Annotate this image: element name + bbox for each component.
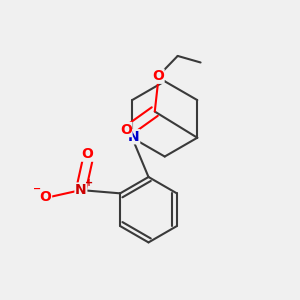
- Text: O: O: [120, 123, 132, 136]
- Text: O: O: [40, 190, 52, 204]
- Text: −: −: [33, 183, 41, 194]
- Text: O: O: [152, 69, 164, 83]
- Text: +: +: [85, 178, 93, 188]
- Text: O: O: [82, 147, 93, 161]
- Text: N: N: [128, 130, 140, 144]
- Text: N: N: [75, 183, 87, 197]
